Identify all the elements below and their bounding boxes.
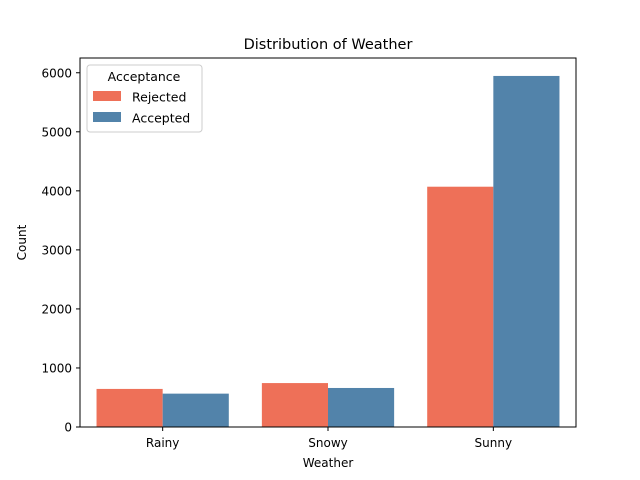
- x-axis-label: Weather: [303, 456, 354, 470]
- y-tick-label: 6000: [41, 66, 72, 80]
- bar-rejected-sunny: [427, 186, 494, 427]
- legend-swatch-rejected: [93, 91, 121, 101]
- x-tick-label-rainy: Rainy: [146, 436, 179, 450]
- bar-accepted-rainy: [162, 393, 229, 427]
- y-tick-label: 1000: [41, 361, 72, 375]
- bars-group: [96, 75, 560, 428]
- plot-frame: [79, 57, 577, 428]
- y-tick-label: 0: [64, 421, 72, 435]
- x-tick-label-snowy: Snowy: [308, 436, 347, 450]
- bar-accepted-sunny: [493, 75, 560, 428]
- legend-swatch-accepted: [93, 112, 121, 122]
- legend-title: Acceptance: [108, 69, 181, 84]
- y-axis-label: Count: [15, 224, 29, 260]
- bar-accepted-snowy: [328, 387, 395, 427]
- chart-title: Distribution of Weather: [244, 37, 413, 53]
- x-tick-label-sunny: Sunny: [475, 436, 513, 450]
- y-tick-label: 3000: [41, 243, 72, 257]
- legend-label-accepted: Accepted: [132, 111, 190, 126]
- y-axis: 0 1000 2000 3000 4000 5000 6000: [41, 66, 80, 435]
- bar-rejected-snowy: [261, 383, 328, 427]
- x-axis: Rainy Snowy Sunny: [146, 427, 512, 450]
- legend: Acceptance Rejected Accepted: [86, 64, 203, 133]
- legend-label-rejected: Rejected: [132, 90, 186, 105]
- y-tick-label: 5000: [41, 125, 72, 139]
- y-tick-label: 2000: [41, 302, 72, 316]
- bar-rejected-rainy: [96, 388, 163, 427]
- y-tick-label: 4000: [41, 184, 72, 198]
